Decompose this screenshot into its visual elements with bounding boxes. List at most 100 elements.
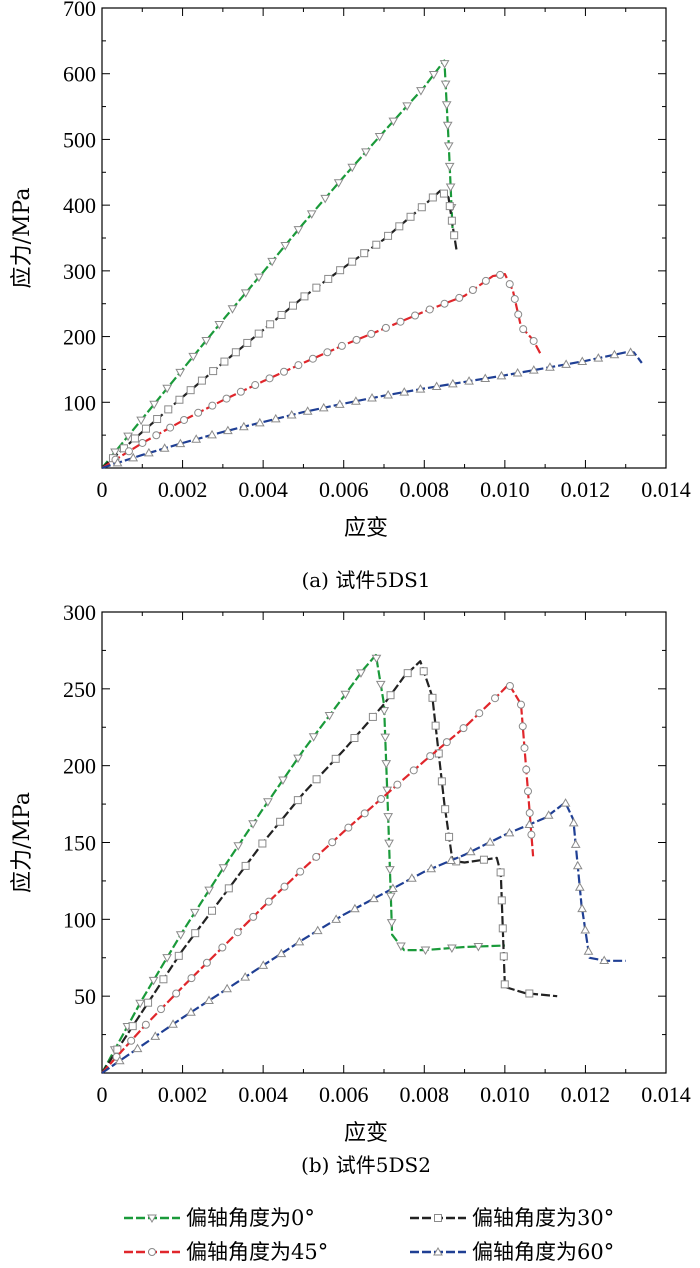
legend-item: 偏轴角度为45°: [124, 1240, 328, 1264]
series-marker: [372, 240, 381, 249]
legend-swatch-marker: [434, 1214, 442, 1222]
series-marker: [207, 429, 217, 439]
series-marker: [280, 882, 289, 891]
series-marker: [384, 839, 394, 849]
series-marker: [331, 754, 340, 763]
series-marker: [267, 257, 277, 267]
series-marker: [141, 424, 150, 433]
series-marker: [402, 102, 412, 111]
series-marker: [351, 396, 361, 405]
series-marker: [426, 863, 437, 873]
x-tick-label: 0.014: [641, 1082, 691, 1107]
x-tick-label: 0.010: [480, 477, 530, 502]
series-marker: [442, 738, 451, 747]
series-line: [101, 653, 505, 1074]
legend-swatch-marker: [147, 1214, 157, 1224]
series-marker: [209, 367, 218, 376]
y-tick-label: 200: [63, 754, 96, 779]
series-marker: [279, 367, 288, 376]
series-marker: [379, 707, 390, 716]
series-marker: [386, 919, 397, 928]
series-marker: [112, 457, 123, 467]
series-1: [101, 653, 505, 1074]
series-marker: [431, 721, 440, 730]
series-marker: [377, 794, 386, 803]
series-marker: [128, 452, 139, 462]
series-marker: [300, 292, 309, 301]
x-tick-label: 0.004: [238, 1082, 288, 1107]
series-marker: [223, 425, 233, 435]
series-marker: [218, 864, 229, 873]
series-marker: [224, 884, 233, 893]
x-tick-label: 0.012: [561, 1082, 611, 1107]
series-marker: [168, 1019, 178, 1028]
series-marker: [114, 1055, 125, 1065]
series-marker: [190, 908, 200, 918]
series-marker: [572, 860, 583, 870]
series-marker: [320, 194, 331, 204]
series-marker: [258, 960, 269, 969]
series-marker: [468, 286, 477, 295]
series-marker: [144, 998, 153, 1007]
x-tick-label: 0.010: [480, 1082, 530, 1107]
series-marker: [152, 431, 161, 440]
series-marker: [302, 406, 313, 415]
series-marker: [491, 694, 500, 703]
series-marker: [529, 336, 538, 345]
series-marker: [439, 60, 450, 69]
series-marker: [123, 432, 133, 442]
chart-1: 0 0.002 0.004 0.006 0.008 0.010 0.012 0.014 100 2…: [10, 0, 691, 592]
chart-2: 0 0.002 0.004 0.006 0.008 0.010 0.012 0.014 50 10…: [10, 600, 691, 1177]
series-line: [101, 351, 643, 470]
series-marker: [191, 434, 202, 443]
legend-swatch-marker: [148, 1248, 156, 1256]
series-marker: [440, 80, 451, 90]
legend-label: 偏轴角度为60°: [472, 1240, 614, 1264]
series-marker: [344, 823, 353, 832]
series-marker: [258, 839, 267, 848]
series-marker: [356, 669, 366, 678]
series-marker: [369, 893, 379, 903]
series-marker: [296, 867, 305, 876]
series-marker: [393, 780, 402, 789]
series-marker: [445, 832, 454, 841]
series-marker: [386, 691, 395, 700]
series-marker: [420, 946, 431, 955]
series-marker: [447, 378, 458, 388]
series-marker: [437, 777, 446, 786]
series-marker: [270, 413, 281, 423]
series-1: [101, 59, 457, 469]
x-tick-label: 0.004: [238, 477, 288, 502]
series-marker: [248, 820, 258, 829]
series-marker: [240, 289, 251, 298]
series-marker: [455, 293, 464, 302]
series-marker: [312, 925, 323, 935]
series-marker: [254, 417, 265, 427]
legend-item: 偏轴角度为30°: [410, 1206, 614, 1230]
series-marker: [498, 924, 507, 933]
series-marker: [236, 387, 245, 396]
y-tick-label: 200: [63, 325, 96, 350]
series-marker: [233, 928, 242, 937]
series-marker: [407, 873, 417, 882]
series-marker: [328, 838, 337, 847]
series-marker: [485, 837, 495, 846]
series-marker: [187, 974, 196, 983]
series-marker: [162, 954, 172, 963]
series-marker: [294, 361, 303, 370]
series-marker: [312, 283, 321, 292]
series-marker: [336, 266, 345, 275]
series-marker: [519, 325, 528, 334]
legend-label: 偏轴角度为45°: [186, 1240, 328, 1264]
series-marker: [577, 903, 587, 913]
series-marker: [574, 882, 585, 891]
series-marker: [464, 376, 474, 385]
series-marker: [201, 336, 212, 346]
series-marker: [132, 1043, 143, 1053]
series-marker: [208, 401, 217, 410]
series-marker: [127, 1036, 136, 1045]
x-axis-title: 应变: [344, 516, 388, 541]
series-marker: [222, 394, 231, 403]
series-marker: [374, 133, 385, 142]
